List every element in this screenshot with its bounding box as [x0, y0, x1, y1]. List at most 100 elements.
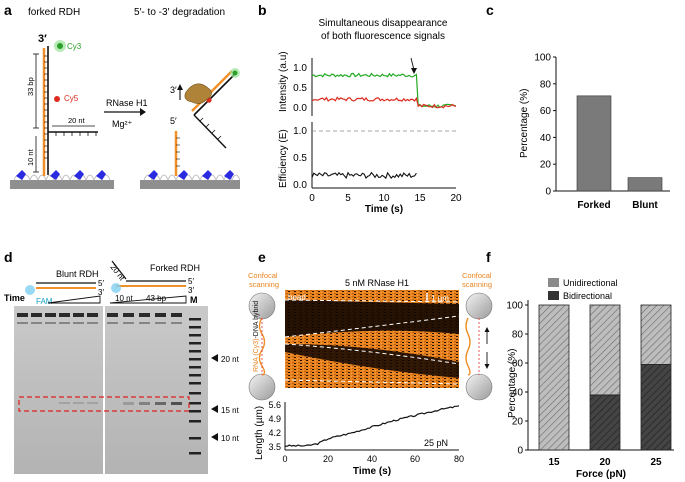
d-marker-arrow-20	[211, 354, 218, 362]
c-bar-blunt	[627, 177, 663, 192]
b-xtick-0: 0	[309, 193, 315, 204]
d-band-minor	[59, 322, 70, 324]
d-band-minor	[155, 322, 166, 324]
cy3-dot	[57, 43, 63, 49]
b-ytick-bottom-1: 0.5	[293, 153, 307, 164]
d-band-product	[123, 402, 134, 405]
e-confocal-right-1: Confocal	[462, 271, 492, 280]
e-xtick-4: 80	[454, 454, 464, 464]
e-kymo-dark-bottom	[285, 344, 459, 378]
e-length-trace	[284, 405, 460, 447]
b-line-efficiency	[311, 171, 417, 180]
c-category-labels: Forked Blunt	[577, 200, 658, 211]
d-band-product	[87, 402, 98, 404]
c-ylabel: Percentage (%)	[519, 89, 530, 158]
e-xtick-1: 20	[323, 454, 333, 464]
d-marker-band	[189, 350, 201, 353]
d-marker-band	[189, 420, 201, 423]
d-band-product	[155, 402, 166, 405]
e-front-top	[284, 315, 460, 338]
a-product-rna	[191, 70, 233, 112]
panel-c: c Percentage (%) 0 20 40 60 80 100 Forked Blun…	[486, 2, 670, 211]
a-product-flap	[193, 114, 227, 149]
d-band-product	[139, 402, 150, 405]
d-band-substrate	[45, 313, 56, 317]
d-band-minor	[17, 322, 28, 324]
d-20nt-label: 20 nt	[108, 263, 127, 283]
d-marker-band	[189, 410, 201, 413]
d-band-substrate	[17, 313, 28, 317]
e-front-bottom	[284, 343, 460, 365]
b-xlabel: Time (s)	[365, 204, 403, 215]
a-product-ticks	[199, 117, 222, 140]
e-bead-edge-top	[284, 299, 460, 303]
f-bars	[538, 304, 672, 451]
e-kymo-dark-top	[285, 300, 459, 337]
panel-a: a forked RDH 5′- to -3′ degradation	[4, 2, 241, 189]
d-gel	[14, 306, 208, 474]
b-xtick-1: 5	[345, 193, 351, 204]
c-ytick-label: 60	[540, 106, 552, 117]
cy3-label: Cy3	[67, 42, 82, 51]
e-bead-edge-bottom	[284, 379, 460, 385]
d-marker-band	[189, 342, 201, 345]
d-band-product	[59, 402, 70, 404]
b-ytick-bottom-0: 1.0	[293, 126, 307, 137]
a-streptavidin-left	[16, 170, 106, 180]
f-xlabel: Force (pN)	[576, 469, 626, 480]
d-marker-label: M	[190, 295, 198, 305]
panel-letter-d: d	[4, 249, 13, 265]
c-bar-forked	[576, 95, 612, 192]
f-ytick-label: 100	[506, 301, 523, 312]
c-category-label: Forked	[577, 200, 610, 211]
f-legend-swatch-bi	[548, 291, 559, 300]
d-fam-dot	[25, 285, 35, 295]
d-band-substrate	[87, 313, 98, 317]
d-band-minor	[139, 322, 150, 324]
e-confocal-left-2: scanning	[249, 280, 279, 289]
a-mg: Mg²⁺	[112, 119, 132, 129]
d-marker-band	[189, 358, 201, 361]
c-yticks: 0 20 40 60 80 100	[534, 53, 556, 198]
a-basepairs	[44, 55, 48, 159]
d-marker-band	[189, 402, 201, 405]
b-xticks: 0 5 10 15 20	[309, 193, 462, 204]
b-title-2: of both fluorescence signals	[321, 31, 445, 42]
a-product-3: 3′	[170, 85, 177, 95]
a-dim-33bp	[33, 53, 39, 129]
b-ylabel-intensity: Intensity (a.u)	[278, 51, 289, 112]
e-xtick-0: 0	[282, 454, 287, 464]
d-marker-band	[189, 318, 201, 321]
c-ytick-label: 80	[540, 79, 552, 90]
cy5-label: Cy5	[64, 94, 79, 103]
d-band-substrate	[171, 313, 182, 317]
b-xtick-2: 10	[378, 193, 390, 204]
b-yticks-bottom: 1.0 0.5 0.0	[293, 126, 307, 191]
e-ylabel: Length (µm)	[254, 406, 265, 460]
d-band-product	[73, 402, 84, 404]
f-ytick-label: 40	[512, 388, 524, 399]
e-hybrid-label: RNA (Cy3)-DNA hybrid	[253, 301, 260, 372]
f-ytick-label: 60	[512, 359, 524, 370]
d-marker-band	[189, 392, 201, 395]
e-bead-bottom-right	[465, 373, 493, 401]
b-yticks-top: 1.0 0.5 0.0	[293, 63, 307, 114]
d-band-minor	[73, 322, 84, 324]
panel-b: b Simultaneous disappearance of both flu…	[258, 2, 462, 215]
d-blunt-5: 5′	[98, 279, 104, 288]
d-highlight-box	[18, 396, 190, 412]
a-remaining-ticks	[176, 137, 180, 167]
panel-d: d Blunt RDH 5′ 3′ FAM Time Forked RDH 20…	[4, 249, 240, 474]
f-legend-bi: Bidirectional	[563, 291, 612, 301]
f-bar-unidirectional-25	[640, 304, 672, 365]
e-ytick-0: 5.6	[268, 400, 281, 410]
a-dim-10nt	[33, 136, 39, 173]
e-force-label: 25 pN	[424, 438, 448, 448]
a-33bp-label: 33 bp	[26, 77, 35, 96]
panel-letter-f: f	[486, 249, 491, 265]
c-ytick-label: 0	[545, 187, 551, 198]
d-marker-20nt: 20 nt	[221, 355, 240, 364]
e-bead-bottom-left	[248, 373, 276, 401]
f-ylabel: Percentage (%)	[507, 349, 518, 418]
d-band-substrate	[59, 313, 70, 317]
